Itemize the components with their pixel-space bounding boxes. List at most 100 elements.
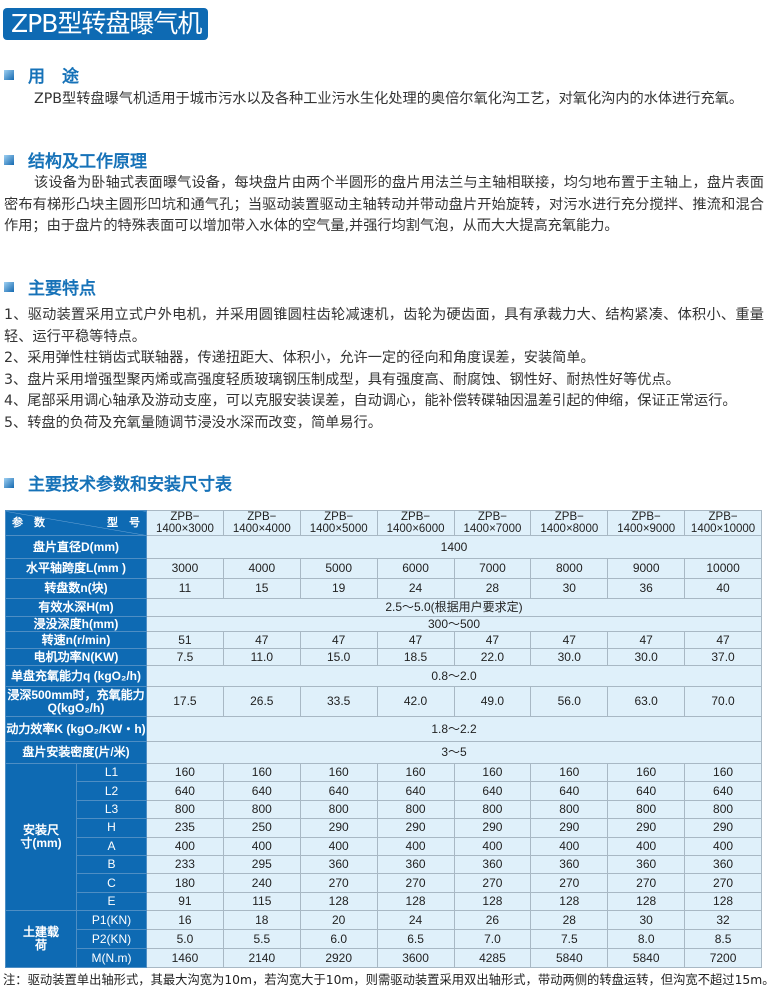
row-label: 浸深500mm时，充氧能力Q(kgO₂/h) — [5, 686, 147, 717]
table-cell: 640 — [530, 781, 609, 801]
table-row: 盘片直径D(mm) 1400 — [5, 535, 762, 559]
table-cell: 800 — [607, 799, 686, 820]
table-cell: 5.0 — [146, 929, 224, 950]
row-label: 盘片安装密度(片/米) — [5, 741, 147, 764]
table-cell: 128 — [607, 891, 686, 912]
table-cell: 800 — [376, 799, 455, 820]
model-size: 1400×7000 — [463, 523, 522, 535]
heading-text: 主要特点 — [28, 279, 96, 299]
model-header: ZPB− 1400×6000 — [376, 510, 455, 536]
model-label: 型 号 — [107, 516, 140, 529]
model-size: 1400×6000 — [386, 523, 445, 535]
row-label: 动力效率K (kgO₂/KW・h) — [5, 716, 147, 742]
table-cell: 17.5 — [146, 686, 224, 717]
table-cell: 11 — [146, 578, 224, 599]
table-row: P2(KN) 5.0 5.5 6.0 6.5 7.0 7.5 8.0 8.5 — [6, 929, 762, 950]
table-cell: 24 — [376, 578, 455, 599]
model-prefix: ZPB− — [477, 511, 507, 523]
merged-value: 1.8～2.2 — [146, 716, 762, 742]
table-cell: 640 — [684, 781, 762, 801]
sub-label: H — [76, 818, 147, 838]
table-cell: 160 — [376, 762, 455, 783]
row-label: 转盘数n(块) — [5, 578, 147, 599]
table-cell: 47 — [530, 631, 609, 649]
table-cell: 37.0 — [684, 648, 762, 666]
bullet-square-icon — [4, 154, 14, 165]
table-cell: 7200 — [684, 948, 762, 969]
table-header-row: 参 数型 号 ZPB− 1400×3000 ZPB− 1400×4000 ZPB− 1400… — [5, 510, 762, 536]
table-cell: 400 — [376, 836, 455, 856]
table-cell: 7.5 — [146, 648, 224, 666]
table-cell: 33.5 — [299, 686, 378, 717]
table-cell: 51 — [146, 631, 224, 649]
table-cell: 26.5 — [222, 686, 301, 717]
table-cell: 290 — [299, 818, 378, 838]
table-row: E 91 115 128 128 128 128 128 128 — [6, 891, 762, 912]
table-cell: 290 — [376, 818, 455, 838]
table-row: 动力效率K (kgO₂/KW・h) 1.8～2.2 — [5, 716, 762, 742]
table-row: 转速n(r/min) 51 47 47 47 47 47 47 47 — [5, 631, 762, 649]
sub-label: L1 — [76, 762, 147, 783]
model-header: ZPB− 1400×10000 — [684, 510, 762, 536]
table-cell: 47 — [607, 631, 686, 649]
table-cell: 5.5 — [222, 929, 301, 950]
model-size: 1400×10000 — [690, 523, 756, 535]
table-cell: 240 — [222, 873, 301, 893]
row-label: 转速n(r/min) — [5, 631, 147, 649]
table-cell: 270 — [299, 873, 378, 893]
footnote: 注：驱动装置单出轴形式，其最大沟宽为10m，若沟宽大于10m，则需驱动装置采用双… — [3, 973, 770, 987]
page-title: ZPB型转盘曝气机 — [3, 8, 208, 40]
table-cell: 115 — [222, 891, 301, 912]
table-cell: 11.0 — [222, 648, 301, 666]
sub-label: P2(KN) — [76, 929, 147, 950]
feature-item: 5、转盘的负荷及充氧量随调节浸没水深而改变，简单易行。 — [4, 414, 382, 431]
sub-label: E — [76, 891, 147, 912]
table-row: L2 640 640 640 640 640 640 640 640 — [6, 781, 762, 801]
table-cell: 18 — [222, 910, 301, 931]
table-cell: 7000 — [453, 558, 532, 579]
section-heading-usage: 用 途 — [4, 62, 79, 87]
bullet-square-icon — [4, 69, 14, 80]
table-cell: 400 — [530, 836, 609, 856]
table-cell: 160 — [146, 762, 224, 783]
table-cell: 290 — [453, 818, 532, 838]
table-cell: 640 — [299, 781, 378, 801]
table-cell: 3600 — [376, 948, 455, 969]
table-cell: 160 — [222, 762, 301, 783]
heading-text: 用 途 — [28, 67, 79, 87]
table-cell: 270 — [684, 873, 762, 893]
table-cell: 8.5 — [684, 929, 762, 950]
table-cell: 6.5 — [376, 929, 455, 950]
table-cell: 5000 — [299, 558, 378, 579]
sub-label: B — [76, 854, 147, 875]
feature-item: 3、盘片采用增强型聚丙烯或高强度轻质玻璃钢压制成型，具有强度高、耐腐蚀、钢性好、… — [4, 371, 680, 388]
table-cell: 5840 — [530, 948, 609, 969]
table-cell: 1460 — [146, 948, 224, 969]
table-cell: 640 — [146, 781, 224, 801]
table-row: 转盘数n(块) 11 15 19 24 28 30 36 40 — [5, 578, 762, 599]
table-cell: 800 — [299, 799, 378, 820]
table-cell: 30 — [607, 910, 686, 931]
table-cell: 30 — [530, 578, 609, 599]
table-cell: 160 — [453, 762, 532, 783]
model-prefix: ZPB− — [401, 511, 431, 523]
heading-text: 主要技术参数和安装尺寸表 — [28, 475, 232, 495]
table-cell: 270 — [453, 873, 532, 893]
table-cell: 128 — [376, 891, 455, 912]
table-cell: 250 — [222, 818, 301, 838]
table-cell: 47 — [684, 631, 762, 649]
table-row: 有效水深H(m) 2.5～5.0(根据用户要求定) — [5, 598, 762, 617]
table-row: A 400 400 400 400 400 400 400 400 — [6, 836, 762, 856]
table-cell: 36 — [607, 578, 686, 599]
table-cell: 16 — [146, 910, 224, 931]
row-label: 浸没深度h(mm) — [5, 616, 147, 632]
table-row: 安装尺寸(mm) L1 160 160 160 160 160 160 160 160 — [5, 762, 762, 912]
table-cell: 15.0 — [299, 648, 378, 666]
table-row: H 235 250 290 290 290 290 290 290 — [6, 818, 762, 838]
model-prefix: ZPB− — [708, 511, 738, 523]
table-cell: 128 — [299, 891, 378, 912]
table-row: 水平轴跨度L(mm ) 3000 4000 5000 6000 7000 8000 9000 1… — [5, 558, 762, 579]
table-row: 单盘充氧能力q (kgO₂/h) 0.8～2.0 — [5, 665, 762, 687]
table-row: B 233 295 360 360 360 360 360 360 — [6, 854, 762, 875]
sub-label: L3 — [76, 799, 147, 820]
